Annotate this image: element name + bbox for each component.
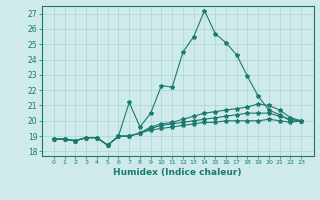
X-axis label: Humidex (Indice chaleur): Humidex (Indice chaleur) — [113, 168, 242, 177]
